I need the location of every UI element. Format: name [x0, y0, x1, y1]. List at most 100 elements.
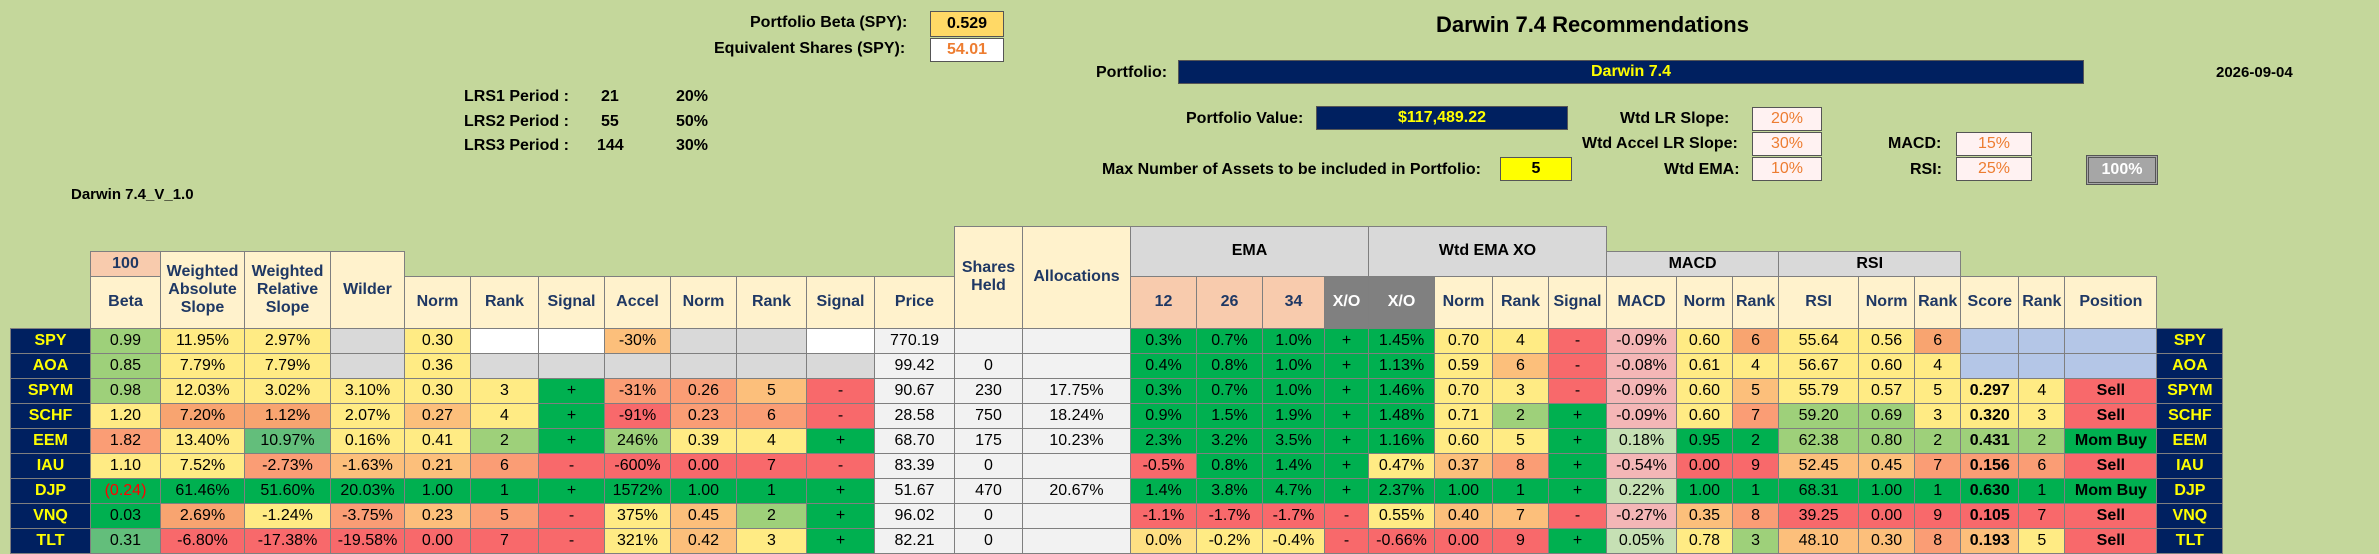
lrs2-period[interactable]: 55 — [601, 113, 619, 130]
ticker-right[interactable]: SPY — [2156, 327, 2224, 354]
ticker-left[interactable]: VNQ — [10, 502, 91, 529]
maxassets-label: Max Number of Assets to be included in P… — [1102, 161, 1481, 178]
cell-wtd-norm: 0.40 — [1434, 502, 1493, 529]
cell-ema34: 1.0% — [1262, 377, 1325, 404]
cell-allocation — [1022, 502, 1131, 529]
lrs1-pct[interactable]: 20% — [676, 88, 709, 105]
cell-ema-xo: + — [1324, 377, 1369, 404]
wtd-lr-input[interactable]: 20% — [1752, 107, 1822, 131]
wtd-ema-input[interactable]: 10% — [1752, 157, 1822, 181]
cell-rsi-norm: 0.57 — [1858, 377, 1916, 404]
cell-ema12: -1.1% — [1130, 502, 1197, 529]
cell-norm: 0.30 — [404, 377, 471, 404]
beta-value[interactable]: 0.529 — [930, 11, 1004, 37]
wtd-lr-label: Wtd LR Slope: — [1620, 110, 1730, 127]
cell-ema34: -1.7% — [1262, 502, 1325, 529]
col-weighted-relative-slope: Weighted Relative Slope — [244, 250, 331, 329]
cell-norm: 1.00 — [404, 477, 471, 504]
ticker-right[interactable]: DJP — [2156, 477, 2224, 504]
cell-ema26: -0.2% — [1196, 527, 1263, 554]
cell-wtd-xo: 1.45% — [1368, 327, 1435, 354]
wtd-accel-input[interactable]: 30% — [1752, 132, 1822, 156]
ema-group-header: EMA — [1130, 226, 1369, 277]
rsi-weight-label: RSI: — [1910, 161, 1942, 178]
table-row: TLT 0.31 -6.80% -17.38% -19.58% 0.00 7-321% 0.4… — [10, 527, 2235, 554]
lrs1-label: LRS1 Period : — [464, 88, 569, 105]
ticker-left[interactable]: AOA — [10, 352, 91, 379]
ticker-left[interactable]: SPYM — [10, 377, 91, 404]
col-ema-xo: X/O — [1324, 275, 1369, 329]
macd-group-header: MACD — [1605, 250, 1780, 277]
ticker-left[interactable]: SCHF — [10, 402, 91, 429]
col-accel: Accel — [604, 275, 671, 329]
cell-wtd-signal: + — [1548, 477, 1607, 504]
cell-ema-xo: - — [1324, 502, 1369, 529]
cell-rank — [470, 327, 539, 354]
cell-ema26: 3.8% — [1196, 477, 1263, 504]
lrs3-period[interactable]: 144 — [597, 137, 624, 154]
ticker-right[interactable]: SPYM — [2156, 377, 2224, 404]
cell-macd-rank: 2 — [1731, 427, 1780, 454]
cell-norm: 0.21 — [404, 452, 471, 479]
page-title: Darwin 7.4 Recommendations — [1436, 12, 1749, 37]
cell-ema34: 1.0% — [1262, 352, 1325, 379]
maxassets-input[interactable]: 5 — [1500, 157, 1572, 181]
portfolio-select[interactable]: Darwin 7.4 — [1178, 60, 2084, 84]
cell-shares-held: 0 — [954, 352, 1023, 379]
ticker-right[interactable]: VNQ — [2156, 502, 2224, 529]
cell-score-rank — [2018, 352, 2066, 379]
lrs3-pct[interactable]: 30% — [676, 137, 709, 154]
cell-allocation — [1022, 452, 1131, 479]
equiv-value[interactable]: 54.01 — [930, 38, 1004, 62]
col-ema-26: 26 — [1196, 275, 1263, 329]
recommendations-table: Shares Held Allocations EMA Wtd EMA XO 1… — [10, 226, 2235, 554]
lrs1-period[interactable]: 21 — [601, 88, 619, 105]
cell-rsi-norm: 0.69 — [1858, 402, 1916, 429]
cell-wtd-rank: 3 — [1492, 377, 1549, 404]
macd-weight-input[interactable]: 15% — [1956, 132, 2032, 156]
cell-score-rank: 7 — [2018, 502, 2066, 529]
cell-beta: 0.31 — [90, 527, 161, 554]
ticker-left[interactable]: EEM — [10, 427, 91, 454]
cell-ema26: 0.7% — [1196, 327, 1263, 354]
wtd-ema-label: Wtd EMA: — [1664, 161, 1740, 178]
ticker-right[interactable]: SCHF — [2156, 402, 2224, 429]
shares-held-header: Shares Held — [954, 226, 1023, 329]
ticker-right[interactable]: EEM — [2156, 427, 2224, 454]
cell-accel-signal: + — [806, 527, 875, 554]
cell-ema-xo: + — [1324, 402, 1369, 429]
wtd-accel-label: Wtd Accel LR Slope: — [1582, 135, 1738, 152]
cell-accel: 246% — [604, 427, 671, 454]
cell-wilder: 20.03% — [330, 477, 405, 504]
cell-position: Mom Buy — [2064, 477, 2158, 504]
col-wilder: Wilder — [330, 250, 405, 329]
cell-ema12: 0.4% — [1130, 352, 1197, 379]
cell-accel-signal: + — [806, 477, 875, 504]
ticker-right[interactable]: TLT — [2156, 527, 2224, 554]
ticker-left[interactable]: SPY — [10, 327, 91, 354]
cell-ema34: -0.4% — [1262, 527, 1325, 554]
rsi-weight-input[interactable]: 25% — [1956, 157, 2032, 181]
cell-wtd-xo: 1.16% — [1368, 427, 1435, 454]
col-price: Price — [874, 275, 955, 329]
cell-norm: 0.36 — [404, 352, 471, 379]
cell-ema34: 1.9% — [1262, 402, 1325, 429]
cell-macd-norm: 0.35 — [1676, 502, 1733, 529]
cell-shares-held: 470 — [954, 477, 1023, 504]
ticker-left[interactable]: DJP — [10, 477, 91, 504]
ticker-left[interactable]: IAU — [10, 452, 91, 479]
cell-accel-norm: 0.26 — [670, 377, 737, 404]
cell-macd: 0.18% — [1606, 427, 1677, 454]
cell-signal: - — [538, 527, 605, 554]
cell-macd-norm: 0.61 — [1676, 352, 1733, 379]
cell-ema-xo: + — [1324, 452, 1369, 479]
cell-price: 28.58 — [874, 402, 955, 429]
cell-wabs-slope: 11.95% — [160, 327, 245, 354]
cell-shares-held: 230 — [954, 377, 1023, 404]
ticker-right[interactable]: IAU — [2156, 452, 2224, 479]
lrs2-pct[interactable]: 50% — [676, 113, 709, 130]
ticker-right[interactable]: AOA — [2156, 352, 2224, 379]
cell-macd-rank: 5 — [1731, 377, 1780, 404]
cell-accel-rank: 5 — [736, 377, 807, 404]
ticker-left[interactable]: TLT — [10, 527, 91, 554]
